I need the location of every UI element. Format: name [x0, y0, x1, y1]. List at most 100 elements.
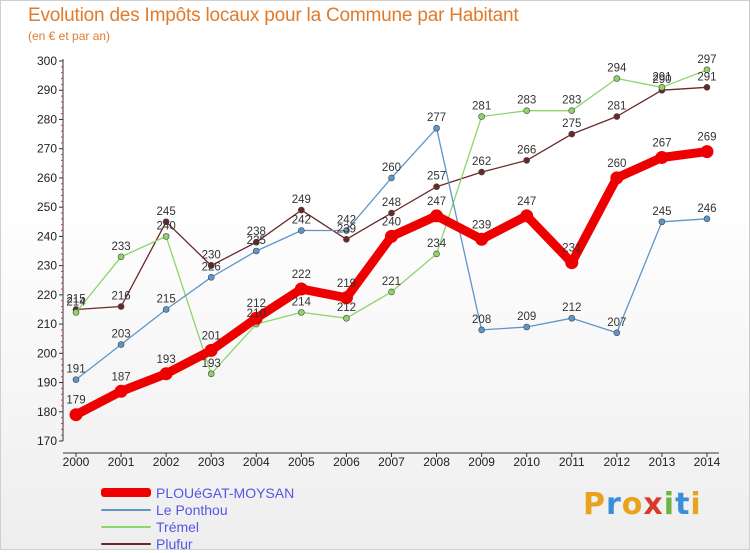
- data-label-plufur: 262: [472, 156, 491, 168]
- data-label-plouegat-moysan: 222: [292, 269, 311, 281]
- data-point-plouegat-moysan: [114, 384, 128, 398]
- data-label-plufur: 216: [111, 291, 130, 303]
- data-point-plufur: [433, 183, 440, 190]
- data-point-tremel: [72, 309, 80, 316]
- data-label-tremel: 297: [697, 54, 716, 66]
- data-point-tremel: [343, 314, 350, 322]
- data-point-tremel: [703, 66, 711, 74]
- data-point-plouegat-moysan: [159, 367, 173, 381]
- data-label-plouegat-moysan: 239: [472, 219, 491, 231]
- data-label-le-ponthou: 191: [66, 364, 85, 376]
- data-point-plouegat-moysan: [655, 150, 669, 164]
- chart-subtitle: (en € et par an): [28, 29, 111, 43]
- data-label-plouegat-moysan: 267: [652, 137, 671, 149]
- x-tick-label: 2001: [108, 455, 135, 469]
- data-point-tremel: [162, 233, 170, 240]
- y-tick-label: 200: [37, 346, 57, 360]
- y-tick-label: 190: [37, 376, 57, 390]
- data-label-plufur: 257: [427, 171, 446, 183]
- y-tick-label: 280: [37, 112, 57, 126]
- data-point-le-ponthou: [117, 341, 125, 348]
- data-point-tremel: [568, 107, 576, 114]
- x-tick-label: 2004: [243, 455, 270, 469]
- data-point-plufur: [117, 303, 125, 310]
- data-label-le-ponthou: 246: [697, 203, 716, 215]
- data-label-le-ponthou: 226: [202, 261, 221, 273]
- logo-letter: t: [675, 487, 691, 522]
- data-point-plufur: [703, 84, 711, 91]
- data-label-tremel: 214: [66, 296, 86, 308]
- data-point-plufur: [568, 130, 576, 138]
- x-tick-label: 2011: [559, 455, 585, 469]
- x-tick-label: 2005: [288, 455, 315, 469]
- data-point-plouegat-moysan: [69, 408, 83, 422]
- data-label-plufur: 281: [607, 101, 626, 113]
- data-label-plouegat-moysan: 187: [111, 371, 130, 383]
- data-label-le-ponthou: 207: [607, 317, 626, 329]
- data-point-tremel: [433, 250, 440, 258]
- legend-swatch-plouegat-moysan: [101, 488, 151, 497]
- data-point-plufur: [478, 168, 485, 176]
- y-tick-label: 170: [37, 434, 57, 448]
- data-label-tremel: 294: [607, 63, 627, 75]
- y-tick-label: 180: [37, 405, 57, 419]
- data-point-le-ponthou: [388, 174, 395, 182]
- legend-label: Plufur: [156, 536, 193, 552]
- data-label-le-ponthou: 245: [652, 206, 671, 218]
- data-point-le-ponthou: [207, 274, 215, 281]
- x-tick-label: 2013: [649, 455, 676, 469]
- data-label-plufur: 249: [292, 194, 311, 206]
- data-label-le-ponthou: 277: [427, 112, 446, 124]
- data-point-plufur: [162, 218, 170, 226]
- y-tick-label: 300: [37, 54, 57, 68]
- y-tick-label: 260: [37, 171, 57, 185]
- data-point-le-ponthou: [613, 329, 621, 337]
- x-tick-label: 2009: [468, 455, 495, 469]
- y-tick-label: 240: [37, 229, 57, 243]
- data-point-le-ponthou: [568, 314, 576, 322]
- y-tick-label: 210: [37, 317, 57, 331]
- x-tick-label: 2002: [153, 455, 180, 469]
- data-label-le-ponthou: 235: [247, 235, 266, 247]
- data-label-plufur: 266: [517, 144, 536, 156]
- data-point-le-ponthou: [658, 218, 666, 226]
- x-tick-label: 2008: [423, 455, 450, 469]
- data-point-tremel: [298, 309, 305, 316]
- data-point-plouegat-moysan: [294, 282, 308, 296]
- data-label-tremel: 212: [337, 302, 356, 314]
- data-label-tremel: 221: [382, 276, 401, 288]
- data-point-plufur: [298, 206, 305, 214]
- y-tick-label: 250: [37, 200, 57, 214]
- data-label-plufur: 290: [652, 74, 671, 86]
- data-point-le-ponthou: [298, 227, 305, 234]
- data-point-tremel: [523, 107, 531, 114]
- chart-title: Evolution des Impôts locaux pour la Comm…: [28, 5, 519, 26]
- data-point-plouegat-moysan: [565, 256, 579, 270]
- x-tick-label: 2010: [513, 455, 540, 469]
- data-point-plufur: [613, 113, 621, 120]
- data-label-plouegat-moysan: 247: [517, 196, 536, 208]
- data-label-plufur: 215: [66, 293, 85, 305]
- data-label-plufur: 245: [157, 206, 176, 218]
- data-point-tremel: [117, 253, 125, 261]
- data-point-plufur: [388, 209, 395, 217]
- data-label-tremel: 210: [247, 308, 266, 320]
- x-tick-label: 2007: [378, 455, 405, 469]
- data-point-le-ponthou: [343, 227, 350, 234]
- data-point-plufur: [523, 157, 531, 164]
- data-label-plouegat-moysan: 193: [157, 354, 176, 366]
- legend-swatch-tremel: [101, 526, 151, 528]
- data-label-le-ponthou: 212: [562, 302, 581, 314]
- data-point-plouegat-moysan: [475, 232, 489, 246]
- data-point-plouegat-moysan: [204, 343, 218, 357]
- data-label-tremel: 233: [111, 241, 130, 253]
- data-label-plufur: 275: [562, 118, 581, 130]
- data-label-le-ponthou: 215: [157, 293, 176, 305]
- logo-letter: P: [583, 487, 606, 522]
- data-label-plouegat-moysan: 219: [337, 278, 356, 290]
- logo-letter: r: [606, 487, 622, 522]
- data-label-le-ponthou: 242: [337, 215, 356, 227]
- data-point-le-ponthou: [72, 376, 80, 383]
- data-point-plouegat-moysan: [339, 291, 353, 305]
